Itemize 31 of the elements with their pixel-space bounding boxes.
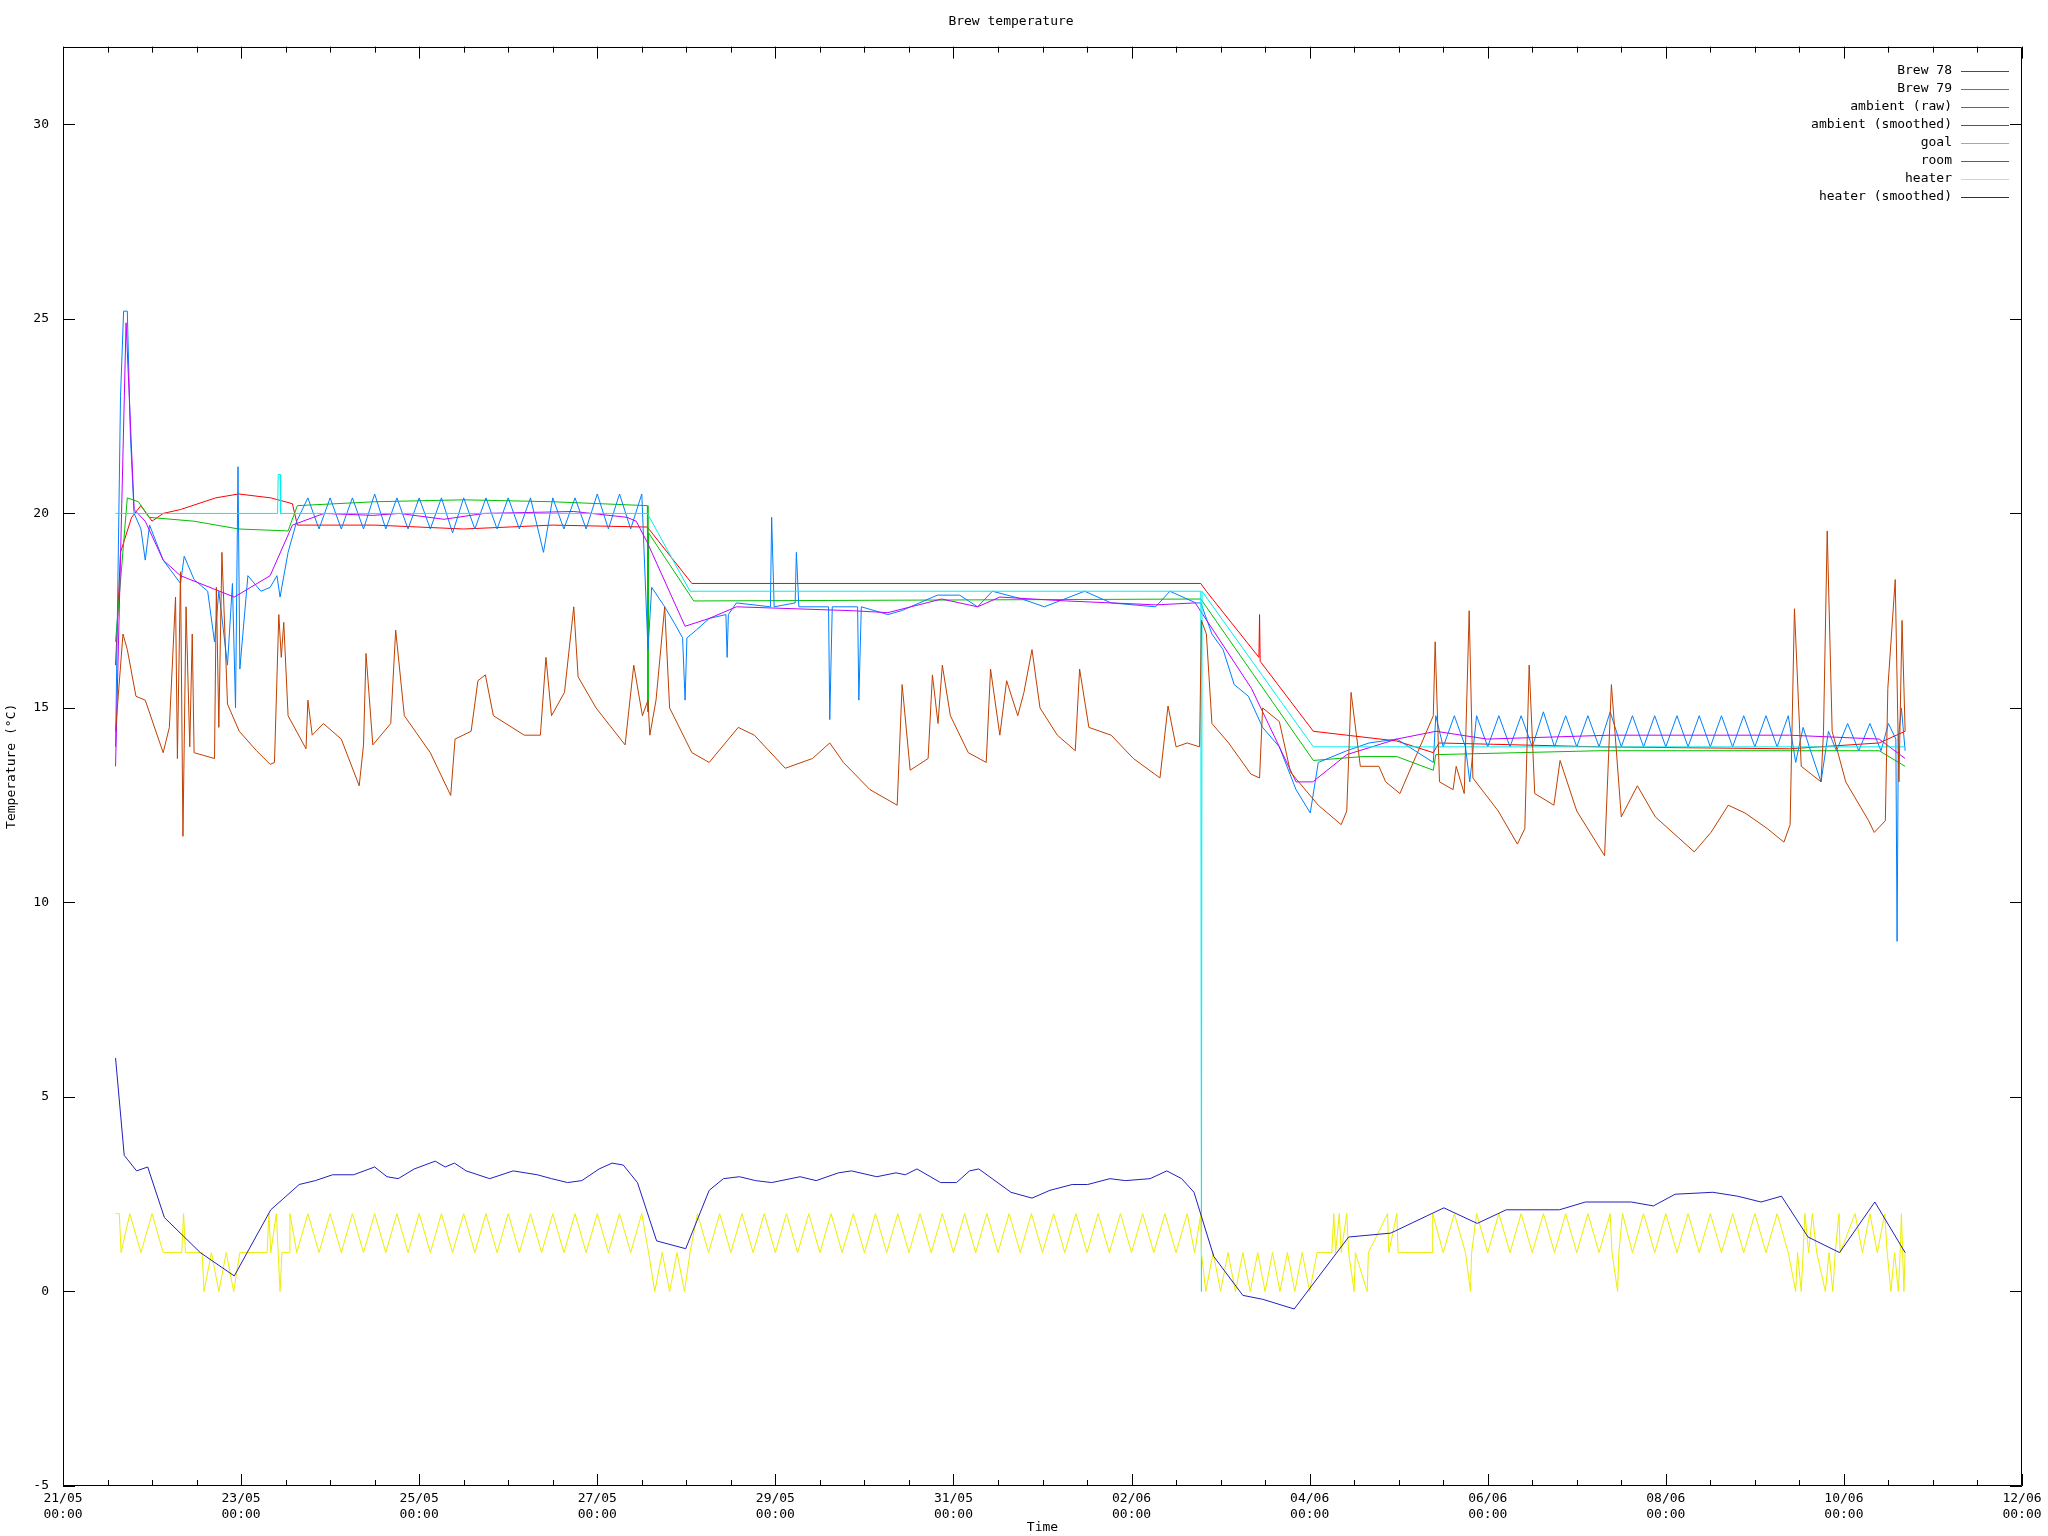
x-tick-label: 08/06 00:00: [1646, 1490, 1686, 1521]
y-tick-label: 30: [33, 115, 49, 131]
x-tick-label: 27/05 00:00: [577, 1490, 617, 1521]
x-tick-label: 10/06 00:00: [1824, 1490, 1864, 1521]
y-tick-label: -5: [33, 1477, 49, 1493]
y-tick-label: 5: [41, 1088, 49, 1104]
legend-label: Brew 79: [1897, 80, 1952, 96]
x-tick-label: 06/06 00:00: [1468, 1490, 1508, 1521]
x-tick-label: 21/05 00:00: [43, 1490, 83, 1521]
legend-label: ambient (smoothed): [1811, 116, 1952, 132]
y-tick-label: 10: [33, 893, 49, 909]
chart-title: Brew temperature: [948, 13, 1074, 29]
legend-label: heater: [1905, 170, 1953, 186]
y-tick-label: 15: [33, 699, 49, 715]
x-tick-label: 25/05 00:00: [399, 1490, 439, 1521]
x-tick-label: 23/05 00:00: [221, 1490, 261, 1521]
legend-label: Brew 78: [1897, 62, 1952, 78]
x-tick-label: 31/05 00:00: [933, 1490, 974, 1521]
y-tick-label: 0: [41, 1282, 49, 1298]
x-tick-label: 02/06 00:00: [1111, 1490, 1152, 1521]
y-tick-label: 20: [33, 504, 49, 520]
y-axis-title: Temperature (°C): [3, 703, 19, 829]
legend-label: heater (smoothed): [1818, 188, 1952, 204]
legend-label: goal: [1920, 134, 1952, 150]
x-axis-title: Time: [1026, 1518, 1059, 1534]
x-tick-label: 12/06 00:00: [2002, 1490, 2042, 1521]
y-tick-label: 25: [33, 310, 49, 326]
legend-label: ambient (raw): [1850, 98, 1952, 114]
x-tick-label: 04/06 00:00: [1290, 1490, 1330, 1521]
legend-label: room: [1920, 152, 1953, 168]
x-tick-label: 29/05 00:00: [755, 1490, 795, 1521]
